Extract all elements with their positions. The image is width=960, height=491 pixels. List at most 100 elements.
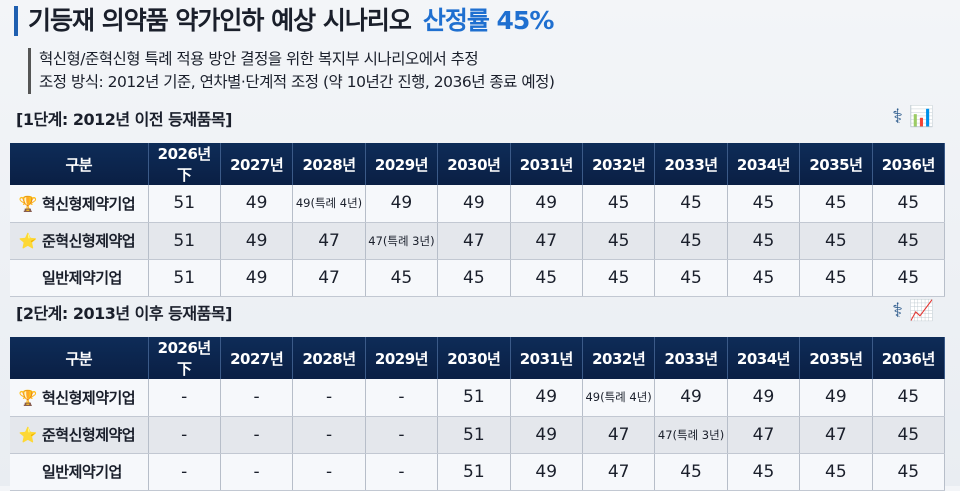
column-header: 2034년 [727,337,801,379]
trophy-icon: 🏆 [18,388,38,407]
table-stage-1: 구분 2026년 下 2027년 2028년 2029년 2030년 2031년 2032년 2… [10,143,946,297]
section-label-2: [2단계: 2013년 이후 등재품목] [16,304,232,323]
rate-cell: 49 [220,185,294,223]
column-header: 2034년 [727,143,801,185]
table-row: 🏆 혁신형제약기업 51 49 49(특례 4년) 49 49 49 45 45 45 45 45 [10,185,946,223]
rate-cell: 49 [510,453,583,491]
column-header: 2036년 [872,337,946,379]
rate-cell: 45 [799,259,873,297]
rate-cell: 45 [799,185,873,223]
rate-cell: - [148,416,221,454]
rate-cell: 49(특례 4년) [582,379,656,417]
column-header: 2031년 [510,337,583,379]
company-type: 혁신형제약기업 [42,388,136,407]
row-label: 일반제약기업 [10,259,149,297]
rate-cell: 45 [654,185,728,223]
rate-cell: 47 [292,259,366,297]
column-header: 2033년 [654,143,728,185]
rate-cell: 47 [292,222,366,260]
rate-cell: 45 [727,453,801,491]
rate-cell: 51 [148,185,221,223]
column-header: 2027년 [220,143,294,185]
rate-cell: - [365,416,439,454]
rate-cell: 51 [437,379,511,417]
rate-cell: 49 [510,416,583,454]
rate-cell: - [220,379,294,417]
rate-cell: 49 [799,379,873,417]
rate-cell: 47(특례 3년) [365,222,439,260]
rate-cell: 45 [872,379,946,417]
section-label-1: [1단계: 2012년 이전 등재품목] [16,110,232,129]
column-header: 2031년 [510,143,583,185]
star-icon: ⭐ [18,232,38,250]
column-header: 2028년 [292,143,366,185]
table-stage-2: 구분 2026년 下 2027년 2028년 2029년 2030년 2031년 2032년 2… [10,337,946,491]
page-title: 기등재 의약품 약가인하 예상 시나리오 산정률 45% [14,6,555,36]
rate-cell: 45 [872,416,946,454]
column-header: 구분 [10,143,149,185]
rate-cell: 49 [510,379,583,417]
column-header: 2035년 [799,143,873,185]
table-row: ⭐ 준혁신형제약업 - - - -51 49 47 47(특례 3년) 47 47 45 [10,416,946,454]
rate-cell: 47(특례 3년) [654,416,728,454]
column-header: 2030년 [437,143,511,185]
rate-cell: 49 [365,185,439,223]
rate-cell: 45 [799,453,873,491]
star-icon: ⭐ [18,426,38,444]
column-header: 2029년 [365,143,439,185]
rate-cell: 45 [872,453,946,491]
table-row: 일반제약기업 51 49 47 45 45 45 45 45 45 45 45 [10,259,946,297]
subtitle: 혁신형/준혁신형 특례 적용 방안 결정을 위한 복지부 시나리오에서 추정 조… [28,48,555,94]
rate-cell: 49 [654,379,728,417]
subtitle-line: 혁신형/준혁신형 특례 적용 방안 결정을 위한 복지부 시나리오에서 추정 [39,50,479,68]
company-type: 준혁신형제약업 [42,426,136,444]
table-row: 일반제약기업 - - - -51 49 47 45 45 45 45 [10,453,946,491]
subtitle-line: 조정 방식: 2012년 기준, 연차별·단계적 조정 (약 10년간 진행, … [39,73,555,91]
rate-cell: 49 [727,379,801,417]
column-header: 2032년 [582,337,656,379]
company-type: 혁신형제약기업 [42,194,136,213]
header-row: 구분 2026년 下 2027년 2028년 2029년 2030년 2031년 2032년 2… [10,143,946,185]
rate-cell: - [148,453,221,491]
rate-cell: 45 [872,222,946,260]
column-header: 2026년 下 [148,337,221,379]
rate-cell: - [292,416,366,454]
rate-cell: 51 [437,416,511,454]
column-header: 2035년 [799,337,873,379]
title-accent: 산정률 45% [422,6,555,35]
rate-cell: 51 [148,222,221,260]
rate-cell: 49(특례 4년) [292,185,366,223]
table-row: ⭐ 준혁신형제약업 51 49 47 47(특례 3년) 47 47 45 45 45 45 45 [10,222,946,260]
row-label: 일반제약기업 [10,453,149,491]
company-type: 준혁신형제약업 [42,232,136,250]
rate-cell: 45 [872,185,946,223]
row-label: ⭐ 준혁신형제약업 [10,222,149,260]
column-header: 2036년 [872,143,946,185]
rate-cell: 47 [727,416,801,454]
table-row: 🏆 혁신형제약기업 - - - -51 49 49(특례 4년) 49 49 49 45 [10,379,946,417]
column-header: 구분 [10,337,149,379]
row-label: ⭐ 준혁신형제약업 [10,416,149,454]
rate-cell: 49 [510,185,583,223]
title-main: 기등재 의약품 약가인하 예상 시나리오 [28,6,412,35]
rate-cell: 45 [727,185,801,223]
rate-cell: 47 [582,453,656,491]
rate-cell: 47 [582,416,656,454]
rate-cell: 45 [582,259,656,297]
column-header: 2032년 [582,143,656,185]
row-label: 🏆 혁신형제약기업 [10,185,149,223]
column-header: 2029년 [365,337,439,379]
rate-cell: - [292,379,366,417]
rate-cell: 47 [510,222,583,260]
doctor-chart-icon: ⚕📊 [892,104,940,128]
rate-cell: - [220,416,294,454]
rate-cell: 45 [799,222,873,260]
doctor-chart-icon: ⚕📈 [892,298,940,322]
column-header: 2026년 下 [148,143,221,185]
rate-cell: 45 [582,185,656,223]
rate-cell: - [220,453,294,491]
rate-cell: - [365,453,439,491]
rate-cell: 47 [799,416,873,454]
rate-cell: 45 [654,222,728,260]
rate-cell: 45 [654,453,728,491]
